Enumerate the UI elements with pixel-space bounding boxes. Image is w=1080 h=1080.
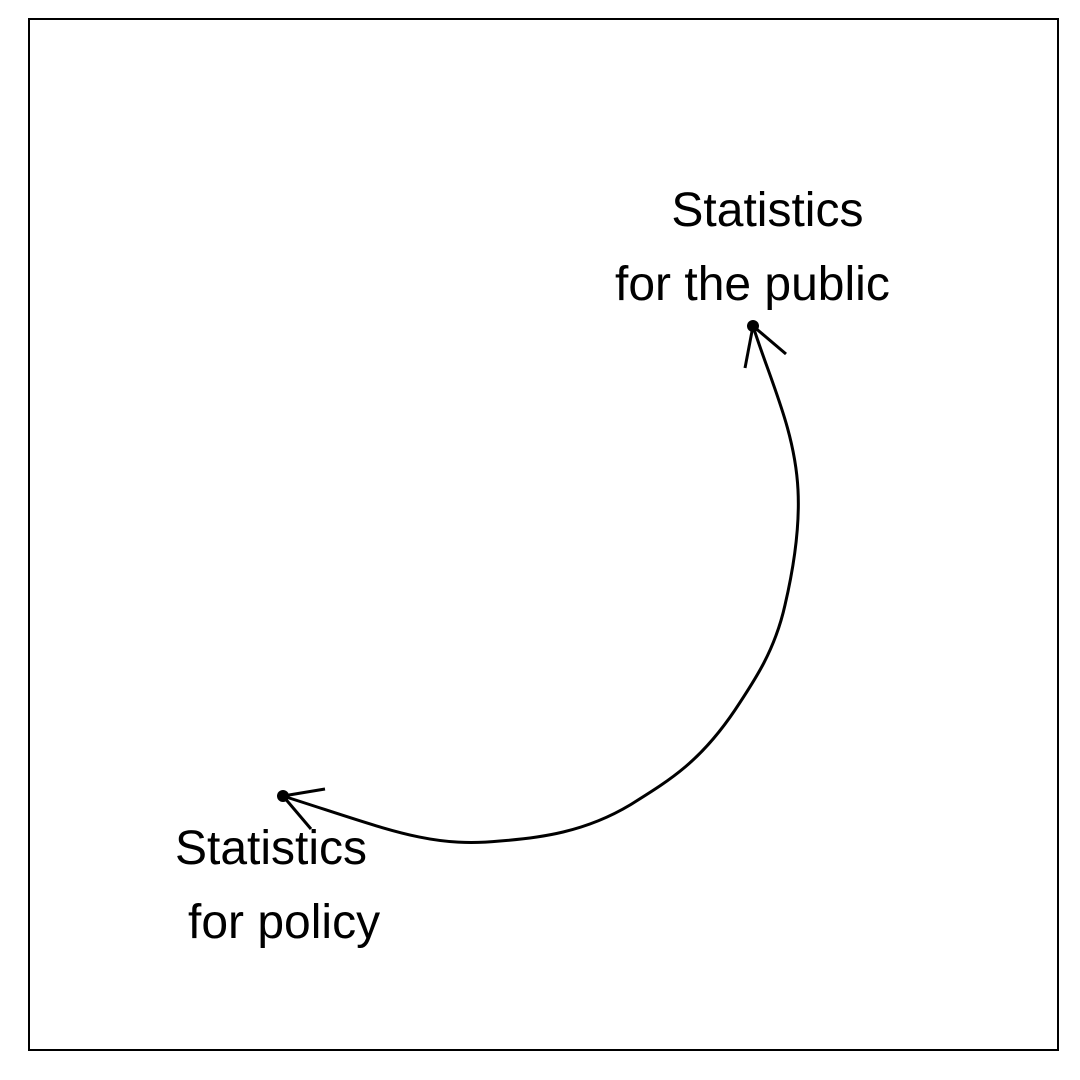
node-policy-line1: Statistics xyxy=(175,822,368,875)
policy-arrowhead-bottom xyxy=(281,795,313,830)
diagram-frame xyxy=(28,18,1059,1051)
node-statistics-for-policy: Statistics for policy xyxy=(175,812,380,960)
node-public-line1: Statistics xyxy=(671,184,864,237)
public-arrowhead-left xyxy=(743,325,755,369)
connector-curve xyxy=(282,325,800,844)
public-arrowhead-right xyxy=(752,324,787,356)
node-policy-line2: for policy xyxy=(188,896,381,949)
node-public-line2: for the public xyxy=(615,258,890,311)
node-statistics-for-the-public: Statistics for the public xyxy=(615,174,890,322)
policy-arrowhead-top xyxy=(282,787,326,798)
